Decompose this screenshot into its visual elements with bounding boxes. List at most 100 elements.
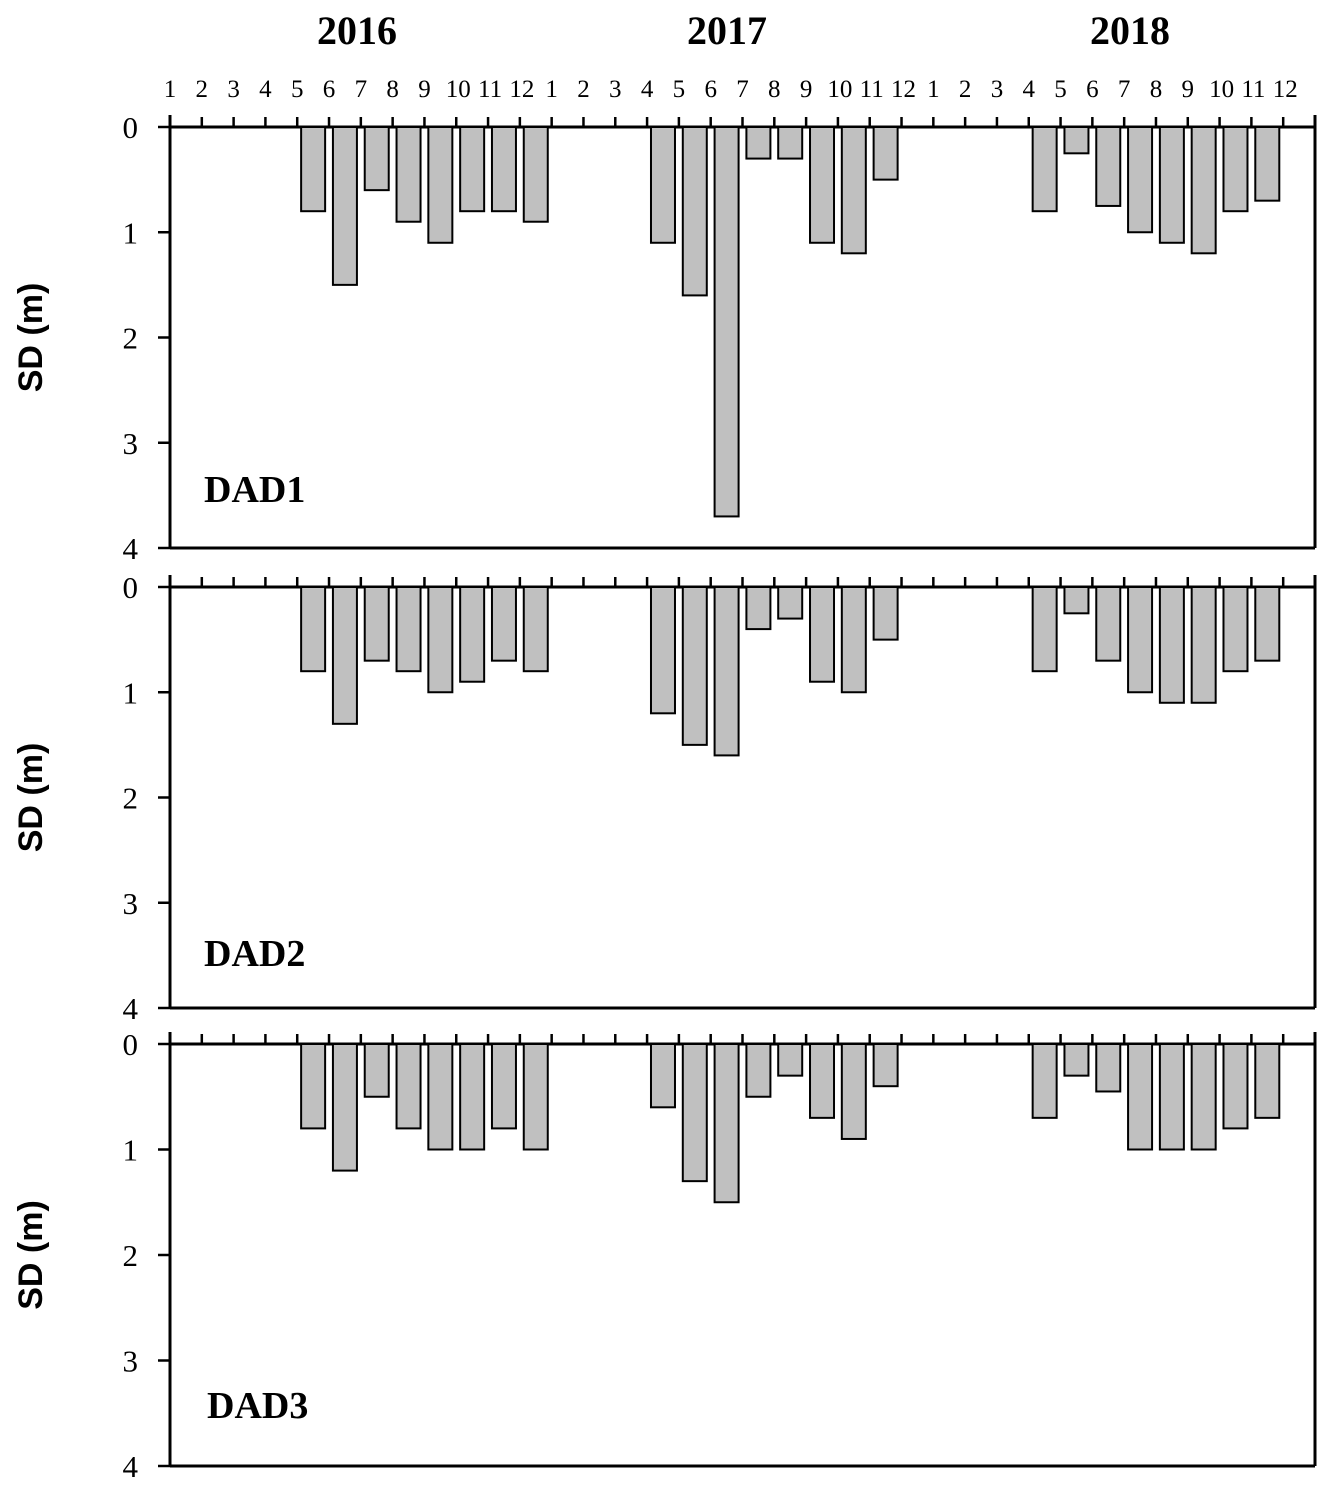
bar-dad2-2018-5 xyxy=(1063,586,1090,615)
bar-dad3-2017-4 xyxy=(649,1043,676,1109)
month-tick-label: 4 xyxy=(259,76,272,103)
bar-dad1-2018-8 xyxy=(1158,126,1185,244)
bar-dad3-2018-10 xyxy=(1222,1043,1249,1130)
bar-dad2-2016-12 xyxy=(522,586,549,673)
y-tick-label: 2 xyxy=(123,781,139,816)
month-tick-label: 11 xyxy=(478,76,502,103)
bar-dad2-2016-6 xyxy=(331,586,358,725)
bar-dad3-2017-11 xyxy=(872,1043,899,1088)
bar-dad1-2016-6 xyxy=(331,126,358,286)
bar-dad3-2018-7 xyxy=(1127,1043,1154,1151)
bar-dad2-2016-10 xyxy=(459,586,486,683)
month-tick-label: 9 xyxy=(418,76,431,103)
month-tick-label: 8 xyxy=(1150,76,1163,103)
month-tick-label: 7 xyxy=(736,76,749,103)
y-axis-title: SD (m) xyxy=(12,283,50,393)
y-tick-label: 3 xyxy=(123,886,139,921)
bar-dad3-2017-5 xyxy=(681,1043,708,1183)
month-tick-label: 5 xyxy=(291,76,304,103)
bar-dad1-2018-9 xyxy=(1190,126,1217,255)
month-tick-label: 9 xyxy=(1182,76,1195,103)
bar-dad1-2018-7 xyxy=(1127,126,1154,234)
bar-dad2-2016-9 xyxy=(427,586,454,694)
month-tick-label: 4 xyxy=(1023,76,1036,103)
month-tick-label: 3 xyxy=(227,76,240,103)
bar-dad2-2016-8 xyxy=(395,586,422,673)
bar-dad1-2016-7 xyxy=(363,126,390,192)
bar-dad2-2018-8 xyxy=(1158,586,1185,704)
month-tick-label: 6 xyxy=(704,76,717,103)
bar-dad3-2016-11 xyxy=(490,1043,517,1130)
panel-label: DAD1 xyxy=(204,469,305,511)
bar-dad3-2017-9 xyxy=(809,1043,836,1119)
month-tick-label: 2 xyxy=(959,76,972,103)
bar-dad1-2017-10 xyxy=(840,126,867,255)
panel-label: DAD2 xyxy=(204,933,305,975)
month-tick-label: 1 xyxy=(164,76,177,103)
bar-dad2-2017-5 xyxy=(681,586,708,746)
bar-dad1-2016-12 xyxy=(522,126,549,223)
y-tick-label: 4 xyxy=(123,531,139,566)
bar-dad2-2018-10 xyxy=(1222,586,1249,673)
y-tick-label: 4 xyxy=(123,1449,139,1484)
bar-dad1-2016-5 xyxy=(300,126,327,213)
bar-dad1-2018-5 xyxy=(1063,126,1090,155)
month-tick-label: 6 xyxy=(323,76,336,103)
bar-dad1-2017-11 xyxy=(872,126,899,181)
month-tick-label: 1 xyxy=(545,76,558,103)
month-tick-label: 8 xyxy=(768,76,781,103)
panel-dad1: 0 1 2 3 4 SD (m) DAD1 xyxy=(12,110,1317,566)
month-tick-label: 11 xyxy=(1241,76,1265,103)
bar-dad3-2017-10 xyxy=(840,1043,867,1140)
month-tick-label: 1 xyxy=(927,76,940,103)
month-tick-label: 10 xyxy=(446,76,471,103)
bar-dad3-2016-8 xyxy=(395,1043,422,1130)
month-tick-label: 5 xyxy=(1054,76,1067,103)
month-tick-label: 12 xyxy=(509,76,534,103)
bar-dad2-2017-4 xyxy=(649,586,676,715)
panel-label: DAD3 xyxy=(207,1385,308,1427)
year-label-2016: 2016 xyxy=(317,8,397,53)
bar-dad3-2018-5 xyxy=(1063,1043,1090,1077)
y-tick-label: 2 xyxy=(123,1238,139,1273)
bar-dad3-2016-10 xyxy=(459,1043,486,1151)
bar-dad1-2016-10 xyxy=(459,126,486,213)
y-tick-label: 4 xyxy=(123,991,139,1026)
bar-dad2-2017-9 xyxy=(809,586,836,683)
bar-dad3-2017-6 xyxy=(713,1043,740,1204)
y-tick-label: 1 xyxy=(123,215,139,250)
panel-dad3: 0 1 2 3 4 SD (m) DAD3 xyxy=(12,1027,1317,1484)
bar-dad3-2016-5 xyxy=(300,1043,327,1130)
y-tick-label: 1 xyxy=(123,1133,139,1168)
month-tick-label: 9 xyxy=(800,76,813,103)
bar-dad2-2018-11 xyxy=(1254,586,1281,662)
bar-dad3-2018-8 xyxy=(1158,1043,1185,1151)
bar-dad2-2016-11 xyxy=(490,586,517,662)
bar-dad2-2016-5 xyxy=(300,586,327,673)
month-tick-label: 6 xyxy=(1086,76,1099,103)
y-tick-label: 2 xyxy=(123,321,139,356)
bar-dad2-2018-9 xyxy=(1190,586,1217,704)
bar-dad1-2017-4 xyxy=(649,126,676,244)
month-tick-label: 12 xyxy=(891,76,916,103)
y-tick-label: 0 xyxy=(123,1027,139,1062)
bar-dad2-2018-7 xyxy=(1127,586,1154,694)
bar-dad1-2016-9 xyxy=(427,126,454,244)
bar-dad1-2016-11 xyxy=(490,126,517,213)
month-tick-label: 3 xyxy=(991,76,1004,103)
y-tick-label: 1 xyxy=(123,675,139,710)
bar-dad2-2017-7 xyxy=(745,586,772,631)
bar-dad3-2017-7 xyxy=(745,1043,772,1098)
bar-dad2-2017-6 xyxy=(713,586,740,757)
bar-dad3-2018-6 xyxy=(1095,1043,1122,1093)
bar-dad2-2017-11 xyxy=(872,586,899,641)
month-tick-label: 11 xyxy=(860,76,884,103)
bar-dad3-2017-8 xyxy=(777,1043,804,1077)
bar-dad1-2018-4 xyxy=(1031,126,1058,213)
bar-dad1-2017-5 xyxy=(681,126,708,297)
bar-dad3-2018-9 xyxy=(1190,1043,1217,1151)
bar-dad3-2016-9 xyxy=(427,1043,454,1151)
month-tick-label: 10 xyxy=(1209,76,1234,103)
bar-dad1-2018-11 xyxy=(1254,126,1281,202)
month-tick-label: 2 xyxy=(196,76,209,103)
